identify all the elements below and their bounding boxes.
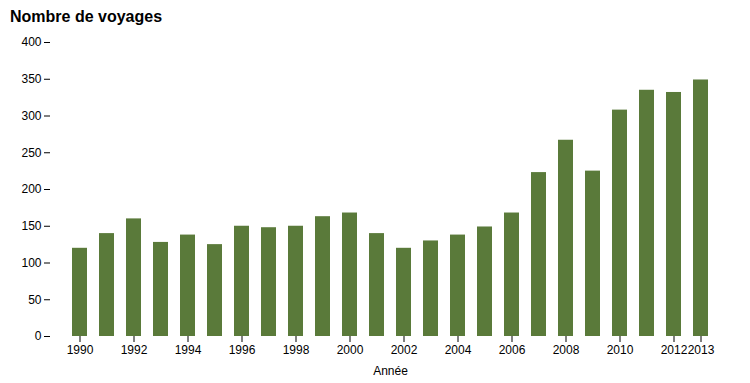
svg-text:200: 200 — [21, 182, 41, 196]
svg-text:300: 300 — [21, 109, 41, 123]
svg-text:1996: 1996 — [229, 343, 256, 357]
svg-text:400: 400 — [21, 35, 41, 49]
svg-text:350: 350 — [21, 72, 41, 86]
svg-text:2002: 2002 — [391, 343, 418, 357]
svg-text:2012: 2012 — [661, 343, 688, 357]
svg-text:50: 50 — [28, 293, 42, 307]
svg-text:1992: 1992 — [121, 343, 148, 357]
svg-text:2013: 2013 — [688, 343, 715, 357]
svg-text:2000: 2000 — [337, 343, 364, 357]
svg-text:1990: 1990 — [67, 343, 94, 357]
svg-text:2006: 2006 — [499, 343, 526, 357]
svg-text:150: 150 — [21, 219, 41, 233]
html-text:Nombre de voyages: Nombre de voyages — [10, 8, 163, 25]
svg-text:2010: 2010 — [607, 343, 634, 357]
svg-text:2004: 2004 — [445, 343, 472, 357]
svg-text:1994: 1994 — [175, 343, 202, 357]
svg-text:250: 250 — [21, 146, 41, 160]
svg-text:2008: 2008 — [553, 343, 580, 357]
svg-text:0: 0 — [35, 329, 42, 343]
svg-text:1998: 1998 — [283, 343, 310, 357]
svg-text:100: 100 — [21, 256, 41, 270]
svg-text:Année: Année — [373, 364, 408, 378]
